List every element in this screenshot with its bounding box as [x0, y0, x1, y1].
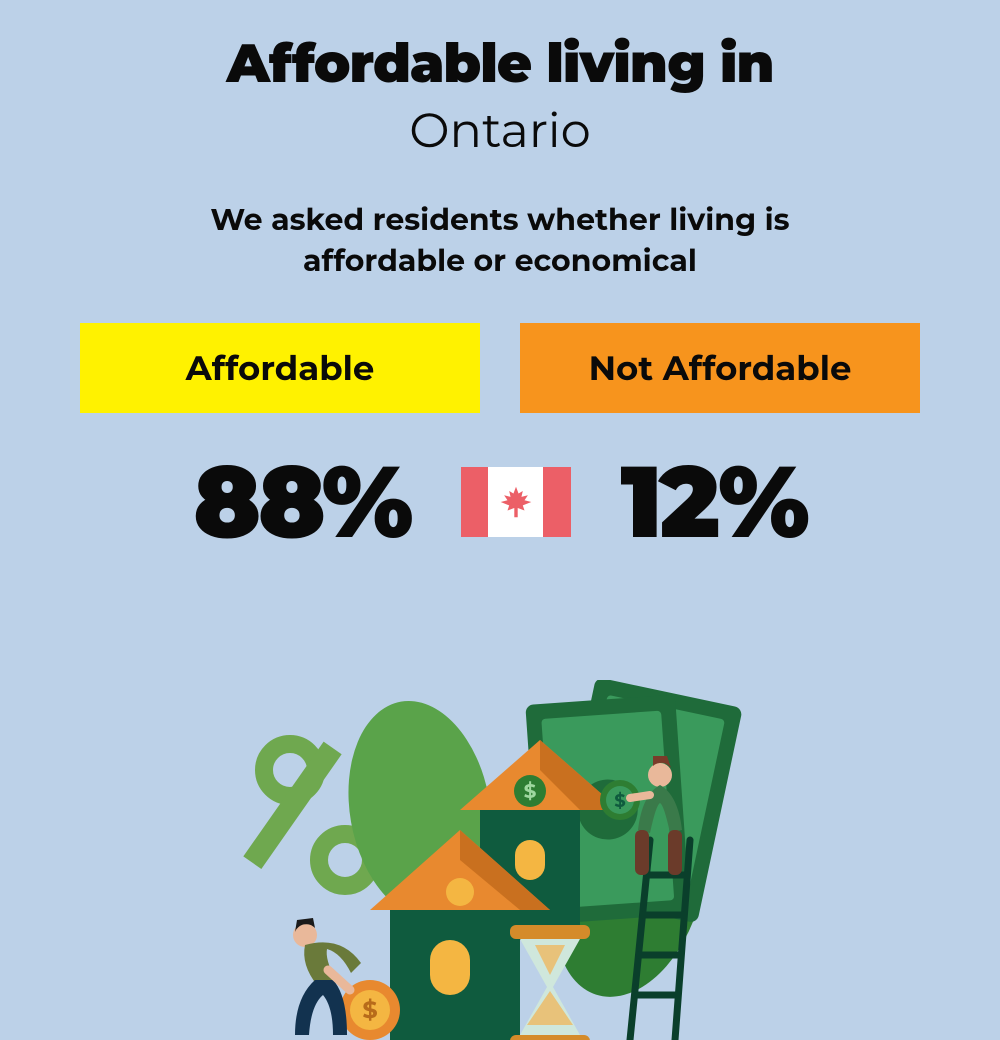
svg-text:$: $: [524, 780, 537, 804]
value-not-affordable: 12%: [621, 441, 807, 563]
lead-text: We asked residents whether living is aff…: [140, 200, 860, 281]
svg-text:$: $: [362, 996, 377, 1025]
maple-leaf-icon: [499, 485, 533, 519]
option-bar-not-affordable: Not Affordable: [520, 323, 920, 413]
flag-stripe-left: [461, 467, 489, 537]
person-pusher-icon: $: [293, 918, 400, 1040]
savings-house-illustration: $ $ $: [220, 680, 780, 1040]
page-title-sub: Ontario: [0, 102, 1000, 160]
svg-text:$: $: [614, 790, 625, 812]
flag-stripe-right: [543, 467, 571, 537]
value-affordable: 88%: [193, 441, 410, 563]
option-values: 88% 12%: [0, 441, 1000, 563]
page-title-main: Affordable living in: [0, 30, 1000, 96]
canada-flag-icon: [461, 467, 571, 537]
flag-stripe-center: [488, 467, 543, 537]
option-bars: Affordable Not Affordable: [0, 323, 1000, 413]
option-bar-affordable: Affordable: [80, 323, 480, 413]
